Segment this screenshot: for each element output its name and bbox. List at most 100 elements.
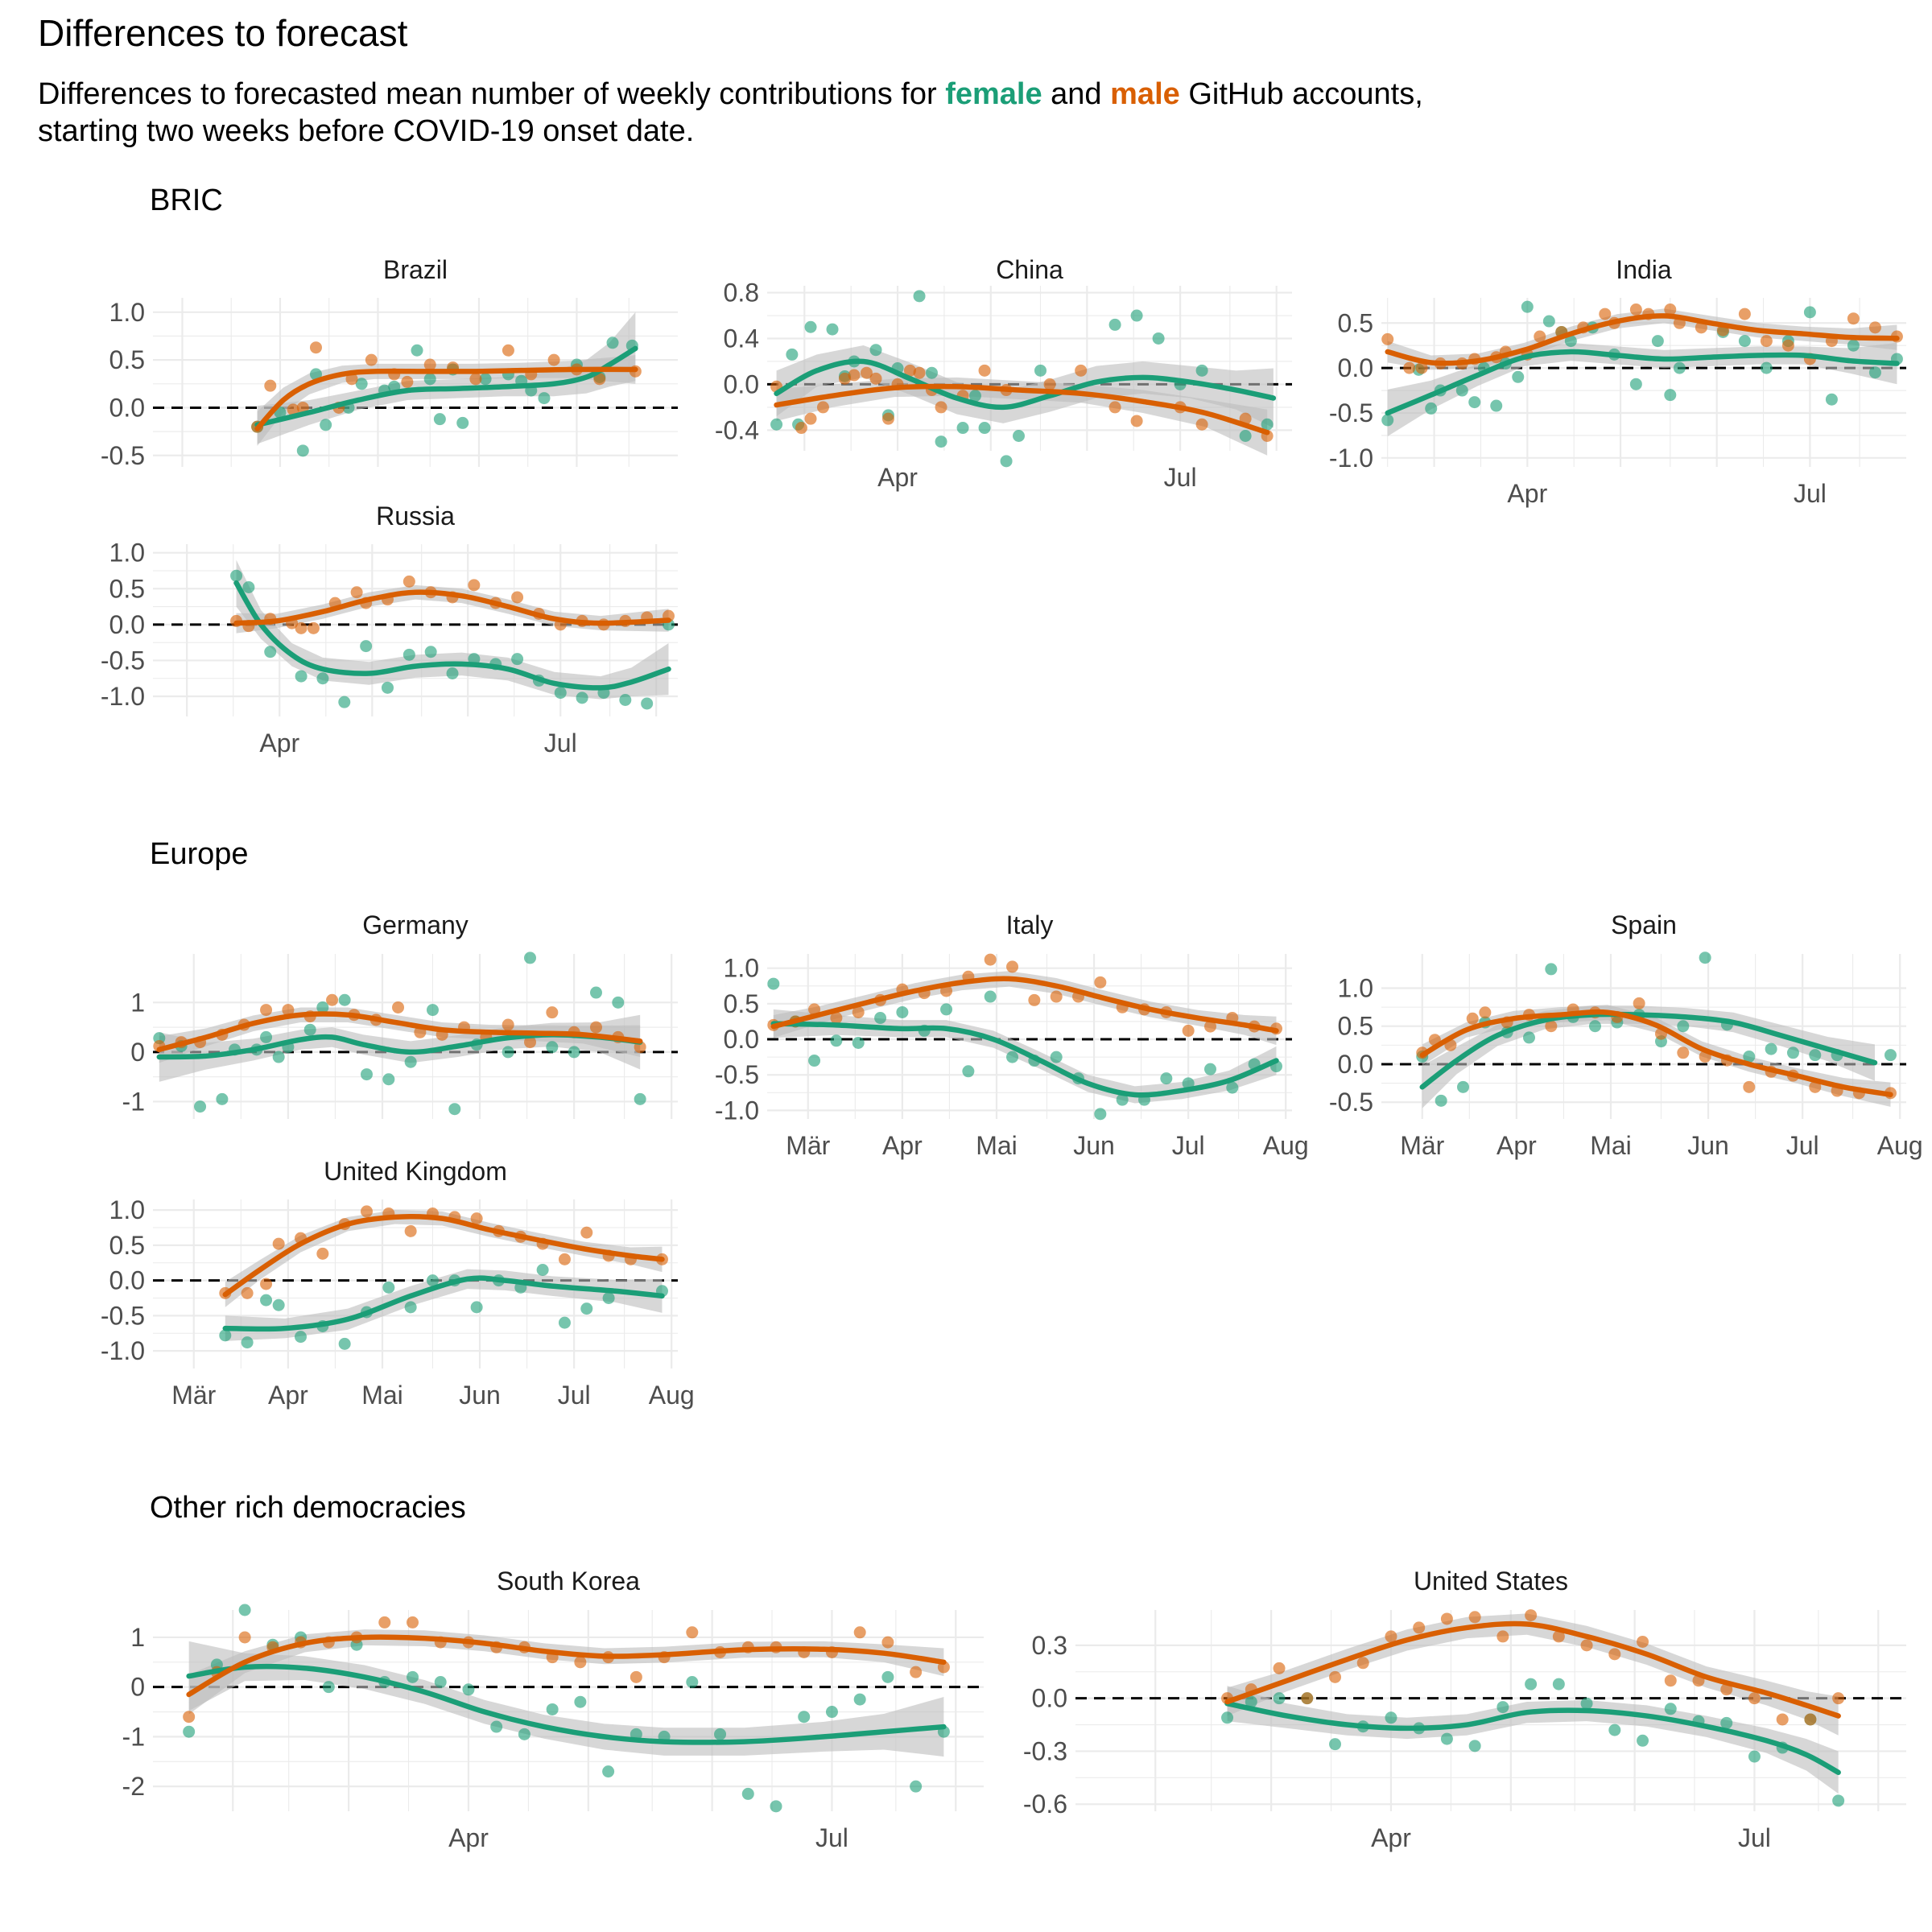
y-tick-label: -0.5 [1329,398,1373,427]
female-data-point [446,667,459,679]
y-tick-label: -1.0 [101,1336,145,1365]
female-data-point [1468,396,1481,409]
y-tick-label: 1 [130,1623,145,1652]
y-tick-label: 0.5 [109,345,145,374]
female-data-point [853,1693,866,1706]
female-data-point [1868,366,1881,379]
x-tick-label: Jul [1794,479,1827,508]
y-tick-label: -0.5 [101,441,145,470]
female-smooth-line [1419,1011,1878,1090]
male-confidence-band [776,377,1268,456]
panel-united-kingdom: 1.0 0.5 0.0 -0.5 -1.0 Mär Apr Mai Jun Jul Aug Unite… [101,1157,695,1410]
male-data-point [935,401,947,414]
female-data-point [546,1041,559,1054]
panel-title-india: India [1616,255,1672,284]
panel-china: 0.8 0.4 0.0 -0.4 Apr Jul China [715,255,1292,492]
female-data-point [1522,1031,1535,1044]
male-data-point [469,373,482,386]
y-tick-label: 0.5 [1338,1012,1373,1041]
male-data-point [1050,990,1063,1003]
female-data-point [423,373,436,386]
male-data-point [470,1212,483,1225]
female-smooth-line [1224,1700,1841,1775]
male-data-point [1743,1080,1756,1093]
female-data-point [1496,1701,1509,1714]
x-tick-label: Apr [259,729,299,758]
subtitle-text-3: GitHub accounts, [1179,77,1423,111]
female-data-point [826,323,839,336]
x-tick-label: Jul [1738,1823,1771,1852]
female-data-point [426,1004,439,1017]
male-data-point [1385,1630,1397,1643]
x-tick-label: Mär [786,1131,830,1160]
male-data-point [1203,1020,1216,1033]
female-data-point [1490,399,1503,412]
female-data-point [407,1670,419,1683]
x-tick-label: Jun [1073,1131,1115,1160]
female-data-point [456,416,469,429]
female-data-point [524,952,537,964]
female-data-point [219,1329,232,1342]
x-tick-label: Apr [268,1381,308,1410]
female-confidence-band [236,559,669,700]
female-data-point [1034,364,1047,377]
y-tick-label: -0.5 [101,1301,145,1330]
x-tick-label: Apr [1496,1131,1537,1160]
group-title-europe: Europe [150,837,249,871]
female-confidence-band [1387,342,1897,437]
male-data-point [1633,997,1645,1009]
female-data-point [272,1298,285,1311]
male-data-point [272,1237,285,1250]
y-tick-label: -1 [122,1087,145,1116]
female-data-point [1608,1724,1621,1736]
female-data-point [1629,378,1642,390]
male-data-point [511,591,524,604]
female-data-point [612,996,625,1009]
male-smooth-line [156,1011,643,1053]
female-data-point [536,1264,549,1276]
male-data-point [1868,321,1881,334]
panel-india: 0.5 0.0 -0.5 -1.0 Apr Jul India [1329,255,1906,508]
female-data-point [382,1281,395,1294]
female-data-point [589,986,602,999]
male-data-point [838,372,851,385]
male-data-point [546,1006,559,1019]
male-data-point [326,993,339,1006]
female-data-point [424,646,437,658]
male-data-point [365,353,378,366]
male-data-point [1381,332,1394,345]
male-data-point [913,366,926,379]
female-data-point [1245,1695,1257,1708]
female-data-point [634,1092,646,1105]
female-data-point [1425,402,1438,415]
female-data-point [1884,1049,1897,1062]
female-data-point [338,1337,351,1350]
male-data-point [580,1226,593,1239]
male-data-point [468,579,481,592]
female-data-point [896,1005,909,1018]
male-data-point [852,1005,865,1018]
female-data-point [294,1331,307,1344]
female-data-point [804,320,817,333]
male-data-point [1629,303,1642,316]
male-data-point [183,1711,196,1724]
y-tick-label: 0 [130,1038,145,1067]
y-tick-label: 0.0 [724,1025,759,1054]
female-data-point [538,392,551,405]
male-smooth-line [770,976,1279,1034]
female-data-point [830,1034,843,1047]
female-data-point [1552,1678,1565,1690]
male-data-point [345,373,358,386]
male-confidence-band [225,1210,663,1307]
male-data-point [1580,1639,1593,1652]
male-data-point [1329,1670,1341,1683]
female-data-point [404,1055,417,1068]
male-data-point [593,373,606,386]
female-data-point [338,993,351,1006]
male-data-point [1466,1012,1479,1025]
y-tick-label: 1.0 [109,1195,145,1224]
female-data-point [320,419,332,431]
female-data-point [382,1073,395,1086]
y-tick-label: 0.8 [724,279,759,308]
x-tick-label: Jul [1164,463,1197,492]
